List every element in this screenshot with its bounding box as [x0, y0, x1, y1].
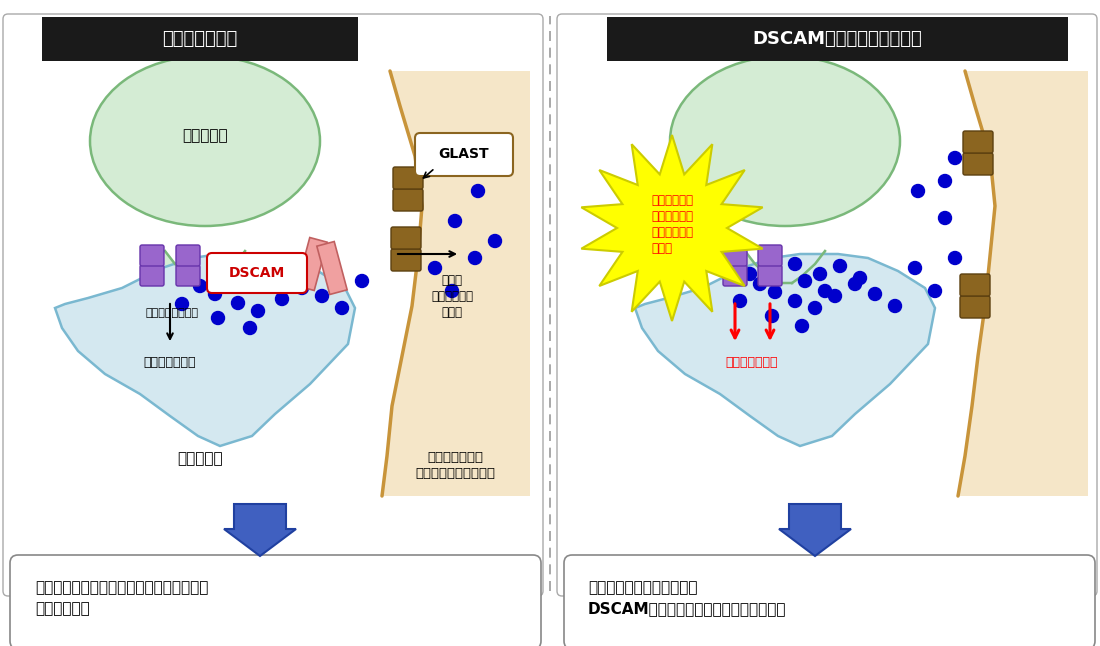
Circle shape [814, 267, 826, 280]
FancyBboxPatch shape [42, 17, 358, 61]
Circle shape [469, 251, 482, 264]
Text: グルタミン酸分子: グルタミン酸分子 [145, 308, 198, 318]
Circle shape [948, 152, 961, 165]
FancyBboxPatch shape [607, 17, 1068, 61]
Circle shape [769, 286, 781, 298]
Circle shape [355, 275, 368, 287]
Circle shape [744, 267, 757, 280]
FancyBboxPatch shape [960, 274, 990, 296]
Circle shape [336, 302, 349, 315]
FancyBboxPatch shape [723, 245, 747, 266]
FancyBboxPatch shape [140, 245, 164, 266]
FancyBboxPatch shape [564, 555, 1094, 646]
Text: 過剰な神経伝達: 過剰な神経伝達 [726, 356, 779, 369]
Circle shape [789, 258, 802, 271]
FancyBboxPatch shape [176, 265, 200, 286]
Text: 余分な
グルタミン酸
の回収: 余分な グルタミン酸 の回収 [431, 274, 473, 319]
Polygon shape [581, 135, 762, 321]
Circle shape [231, 297, 244, 309]
Text: DSCAMが失われたシナプス: DSCAMが失われたシナプス [752, 30, 922, 48]
FancyBboxPatch shape [962, 131, 993, 153]
Circle shape [789, 295, 802, 307]
Circle shape [446, 284, 459, 298]
Circle shape [472, 185, 484, 198]
Polygon shape [317, 242, 348, 295]
FancyBboxPatch shape [140, 265, 164, 286]
Circle shape [938, 174, 952, 187]
Circle shape [734, 295, 747, 307]
Circle shape [928, 284, 942, 298]
Circle shape [808, 302, 822, 315]
FancyBboxPatch shape [557, 14, 1097, 596]
Text: DSCAM: DSCAM [229, 266, 285, 280]
Text: 正常な神経伝達: 正常な神経伝達 [144, 356, 196, 369]
Circle shape [818, 284, 832, 298]
Ellipse shape [90, 56, 320, 226]
Circle shape [252, 304, 264, 317]
Circle shape [909, 262, 922, 275]
FancyBboxPatch shape [393, 189, 424, 211]
Circle shape [429, 262, 441, 275]
Circle shape [854, 271, 867, 284]
FancyArrow shape [779, 504, 851, 556]
FancyBboxPatch shape [758, 245, 782, 266]
FancyBboxPatch shape [393, 167, 424, 189]
FancyBboxPatch shape [10, 555, 541, 646]
FancyBboxPatch shape [962, 153, 993, 175]
Text: 後シナプス: 後シナプス [177, 451, 223, 466]
Circle shape [211, 311, 224, 324]
Circle shape [834, 260, 847, 273]
Circle shape [848, 278, 861, 291]
Circle shape [243, 322, 256, 335]
Circle shape [799, 275, 812, 287]
Circle shape [828, 289, 842, 302]
FancyBboxPatch shape [176, 245, 200, 266]
Circle shape [766, 309, 779, 322]
Circle shape [449, 214, 462, 227]
Text: 正常なシナプス: 正常なシナプス [163, 30, 238, 48]
Circle shape [316, 289, 329, 302]
FancyArrow shape [224, 504, 296, 556]
Polygon shape [958, 71, 1088, 496]
Circle shape [176, 298, 188, 311]
Text: 適切なシナプス機能、小脳シナプスの発達
小脳運動学習: 適切なシナプス機能、小脳シナプスの発達 小脳運動学習 [35, 580, 208, 616]
Circle shape [889, 300, 902, 313]
Circle shape [488, 234, 502, 247]
FancyBboxPatch shape [3, 14, 543, 596]
FancyBboxPatch shape [758, 265, 782, 286]
FancyBboxPatch shape [960, 296, 990, 318]
Text: アストロサイト
（バーグマングリア）: アストロサイト （バーグマングリア） [415, 451, 495, 480]
FancyBboxPatch shape [390, 227, 421, 249]
FancyBboxPatch shape [723, 265, 747, 286]
Circle shape [275, 293, 288, 306]
Circle shape [296, 282, 308, 295]
Circle shape [869, 287, 881, 300]
FancyBboxPatch shape [207, 253, 307, 293]
Circle shape [754, 278, 767, 291]
Ellipse shape [670, 56, 900, 226]
Text: 過剰なグルタ
ミン酸による
シナプス機能
の阻害: 過剰なグルタ ミン酸による シナプス機能 の阻害 [651, 194, 693, 255]
Polygon shape [297, 238, 327, 291]
Polygon shape [635, 254, 935, 446]
Text: ダウン症の精神・神経症状
DSCAM遠伝子変異による精神疾患の誘因: ダウン症の精神・神経症状 DSCAM遠伝子変異による精神疾患の誘因 [588, 580, 786, 616]
FancyBboxPatch shape [390, 249, 421, 271]
Polygon shape [382, 71, 530, 496]
Circle shape [795, 320, 808, 333]
Polygon shape [55, 254, 355, 446]
Circle shape [912, 185, 924, 198]
Circle shape [209, 287, 221, 300]
Circle shape [948, 251, 961, 264]
Circle shape [938, 211, 952, 225]
Text: 前シナプス: 前シナプス [183, 129, 228, 143]
FancyBboxPatch shape [415, 133, 513, 176]
Circle shape [763, 262, 777, 275]
Text: GLAST: GLAST [439, 147, 490, 162]
Circle shape [194, 280, 207, 293]
